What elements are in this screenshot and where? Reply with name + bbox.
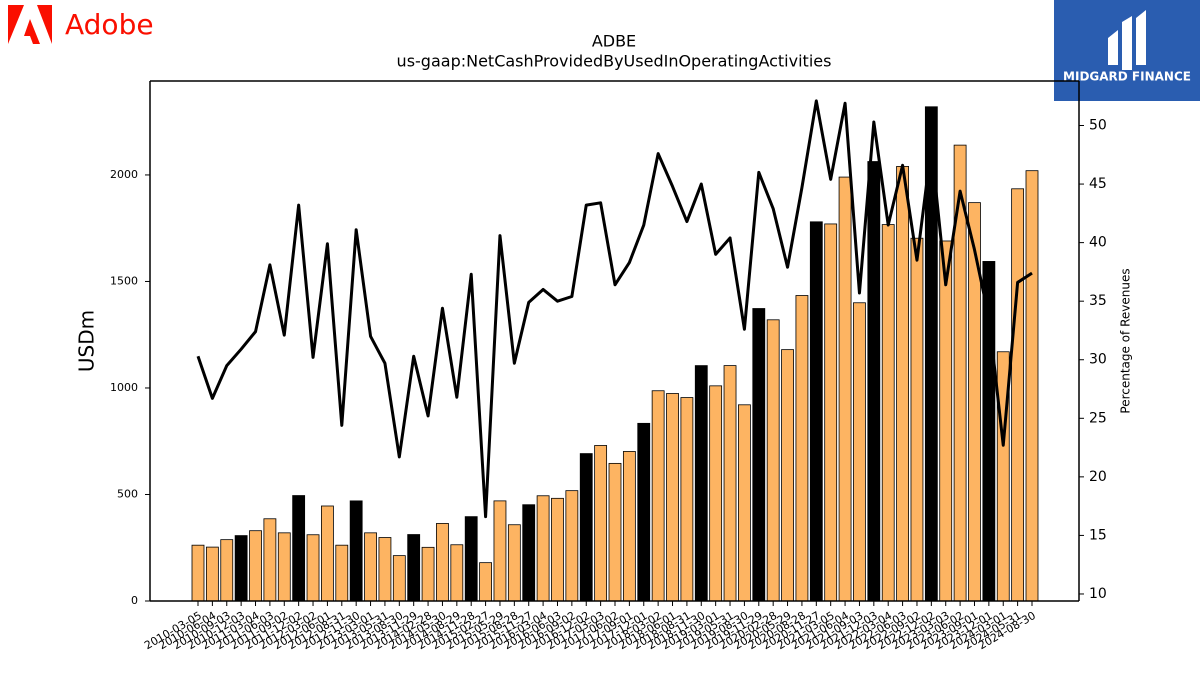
bar — [335, 544, 349, 602]
ratio-line — [196, 99, 1033, 519]
bar — [464, 516, 478, 602]
bar — [263, 518, 277, 602]
bar — [910, 237, 924, 602]
bar — [766, 319, 780, 602]
y2-tick-label: 40 — [1089, 235, 1107, 251]
bar — [364, 532, 377, 602]
bar — [493, 500, 507, 602]
bar — [594, 445, 608, 602]
bar — [579, 453, 593, 602]
chart-subtitle: us-gaap:NetCashProvidedByUsedInOperating… — [397, 52, 832, 71]
y2-tick-label: 10 — [1089, 586, 1107, 602]
bar — [680, 397, 694, 602]
bar — [738, 404, 751, 602]
chart-title: ADBE — [592, 32, 636, 51]
bar — [234, 535, 248, 602]
y2-tick-label: 25 — [1089, 410, 1107, 426]
y2-tick-label: 35 — [1089, 293, 1107, 309]
bar — [939, 240, 953, 602]
bar — [637, 422, 651, 602]
bar — [205, 546, 219, 602]
y-tick-label: 2000 — [110, 168, 138, 181]
bar — [1025, 170, 1039, 602]
y-tick-label: 1500 — [110, 274, 138, 287]
bar — [651, 390, 665, 602]
bar — [191, 544, 205, 602]
bar — [536, 495, 550, 602]
bar — [838, 176, 852, 602]
bar — [1011, 188, 1025, 602]
bar — [867, 161, 881, 602]
bar — [507, 524, 521, 602]
bar — [249, 530, 262, 602]
adobe-logo-left — [8, 5, 24, 44]
bar — [809, 221, 823, 602]
bar — [292, 495, 306, 602]
bar — [694, 365, 708, 602]
bar — [551, 497, 564, 602]
bar — [881, 224, 895, 602]
bar — [608, 462, 622, 602]
bar — [392, 555, 406, 602]
adobe-logo-right — [37, 5, 52, 44]
bar — [795, 295, 809, 602]
bar — [421, 546, 435, 602]
bar — [781, 349, 794, 602]
brand-right-icon — [1108, 10, 1146, 70]
bar — [407, 534, 421, 602]
bar — [709, 385, 723, 602]
brand-right: MIDGARD FINANCE — [1063, 70, 1191, 84]
y-tick-label: 1000 — [110, 381, 138, 394]
bar — [306, 534, 320, 602]
bar — [321, 505, 334, 602]
y-tick-label: 0 — [131, 594, 138, 607]
bar — [522, 504, 536, 602]
bar — [277, 532, 291, 602]
bar — [450, 544, 464, 602]
brand-left: Adobe — [65, 8, 154, 41]
bar — [378, 537, 392, 602]
bar — [349, 500, 363, 602]
y-tick-label: 500 — [117, 487, 138, 500]
y2-tick-label: 20 — [1089, 469, 1107, 485]
bar — [666, 393, 679, 602]
adobe-logo-mid — [24, 19, 40, 44]
y2-axis-label: Percentage of Revenues — [1119, 268, 1133, 413]
y2-tick-label: 50 — [1089, 118, 1107, 134]
y2-tick-label: 45 — [1089, 176, 1107, 192]
bar — [622, 451, 636, 602]
bar — [896, 166, 909, 602]
bar — [436, 523, 449, 602]
bar — [565, 490, 579, 602]
y2-tick-label: 15 — [1089, 527, 1107, 543]
bar — [824, 223, 838, 602]
bar — [853, 302, 866, 602]
y2-tick-label: 30 — [1089, 352, 1107, 368]
bar — [479, 562, 492, 602]
bar — [723, 365, 737, 602]
y-axis-label: USDm — [75, 310, 99, 372]
bar — [220, 539, 234, 602]
bar — [752, 308, 766, 602]
